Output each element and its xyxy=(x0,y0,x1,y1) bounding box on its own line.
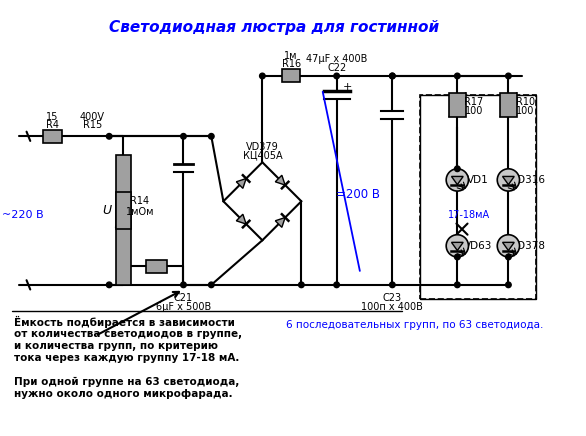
Text: 47μF х 400В: 47μF х 400В xyxy=(306,54,367,64)
Bar xyxy=(146,260,167,273)
Circle shape xyxy=(107,282,112,288)
Circle shape xyxy=(455,73,460,79)
Polygon shape xyxy=(275,218,285,227)
Circle shape xyxy=(506,73,511,79)
Text: 1м: 1м xyxy=(284,51,298,61)
Text: R17: R17 xyxy=(465,97,483,107)
Text: 17-18мА: 17-18мА xyxy=(448,210,490,220)
Bar xyxy=(115,155,131,285)
Circle shape xyxy=(446,235,468,257)
Text: При одной группе на 63 светодиода,: При одной группе на 63 светодиода, xyxy=(13,377,239,387)
Text: R16: R16 xyxy=(282,59,301,69)
Circle shape xyxy=(455,254,460,260)
Text: КЦ405А: КЦ405А xyxy=(243,151,282,161)
Text: тока через каждую группу 17-18 мА.: тока через каждую группу 17-18 мА. xyxy=(13,353,239,363)
Circle shape xyxy=(455,166,460,172)
Text: 100: 100 xyxy=(465,106,483,116)
Circle shape xyxy=(390,73,395,79)
Circle shape xyxy=(498,169,520,191)
Text: VD1: VD1 xyxy=(467,175,489,185)
Bar xyxy=(43,130,62,143)
Polygon shape xyxy=(236,214,246,224)
Circle shape xyxy=(209,282,214,288)
Text: 6 последовательных групп, по 63 светодиода.: 6 последовательных групп, по 63 светодио… xyxy=(285,320,543,330)
Circle shape xyxy=(455,282,460,288)
Text: нужно около одного микрофарада.: нужно около одного микрофарада. xyxy=(13,389,232,399)
Circle shape xyxy=(180,282,186,288)
Text: VD378: VD378 xyxy=(512,241,546,251)
Bar xyxy=(282,69,301,82)
Text: 1мОм: 1мОм xyxy=(125,207,154,217)
Circle shape xyxy=(299,282,304,288)
Polygon shape xyxy=(236,178,246,188)
Polygon shape xyxy=(275,175,285,185)
Text: и количества групп, по критерию: и количества групп, по критерию xyxy=(13,341,217,351)
Text: U: U xyxy=(102,204,111,217)
Polygon shape xyxy=(451,177,463,184)
Circle shape xyxy=(506,254,511,260)
Circle shape xyxy=(334,73,339,79)
Text: Светодиодная люстра для гостинной: Светодиодная люстра для гостинной xyxy=(110,20,439,35)
Text: C23: C23 xyxy=(383,293,402,303)
Text: от количества светодиодов в группе,: от количества светодиодов в группе, xyxy=(13,329,241,339)
Circle shape xyxy=(390,282,395,288)
Text: +: + xyxy=(343,82,352,92)
Text: R14: R14 xyxy=(130,196,149,206)
Text: 100п х 400В: 100п х 400В xyxy=(362,302,423,312)
Polygon shape xyxy=(503,177,515,184)
Bar xyxy=(420,95,536,299)
Circle shape xyxy=(180,133,186,139)
Bar xyxy=(115,192,131,229)
Circle shape xyxy=(209,133,214,139)
Text: ~220 В: ~220 В xyxy=(2,210,43,220)
Text: C21: C21 xyxy=(174,293,193,303)
Circle shape xyxy=(390,73,395,79)
Polygon shape xyxy=(451,242,463,251)
Circle shape xyxy=(506,282,511,288)
Text: =200 В: =200 В xyxy=(336,188,380,201)
Bar xyxy=(420,95,536,299)
Bar xyxy=(449,93,466,117)
Circle shape xyxy=(260,73,265,79)
Bar xyxy=(500,93,517,117)
Text: VD379: VD379 xyxy=(246,143,279,153)
Circle shape xyxy=(498,235,520,257)
Text: R15: R15 xyxy=(83,120,102,130)
Text: VD316: VD316 xyxy=(512,175,546,185)
Circle shape xyxy=(446,169,468,191)
Text: 100: 100 xyxy=(516,106,534,116)
Circle shape xyxy=(107,133,112,139)
Text: 15: 15 xyxy=(46,112,59,122)
Text: 400V: 400V xyxy=(80,112,105,122)
Text: C22: C22 xyxy=(327,63,346,73)
Text: 6μF х 500В: 6μF х 500В xyxy=(156,302,211,312)
Circle shape xyxy=(334,282,339,288)
Polygon shape xyxy=(503,242,515,251)
Text: R10: R10 xyxy=(516,97,534,107)
Text: R4: R4 xyxy=(46,120,59,130)
Text: Ёмкость подбирается в зависимости: Ёмкость подбирается в зависимости xyxy=(13,316,234,328)
Text: VD63: VD63 xyxy=(464,241,492,251)
